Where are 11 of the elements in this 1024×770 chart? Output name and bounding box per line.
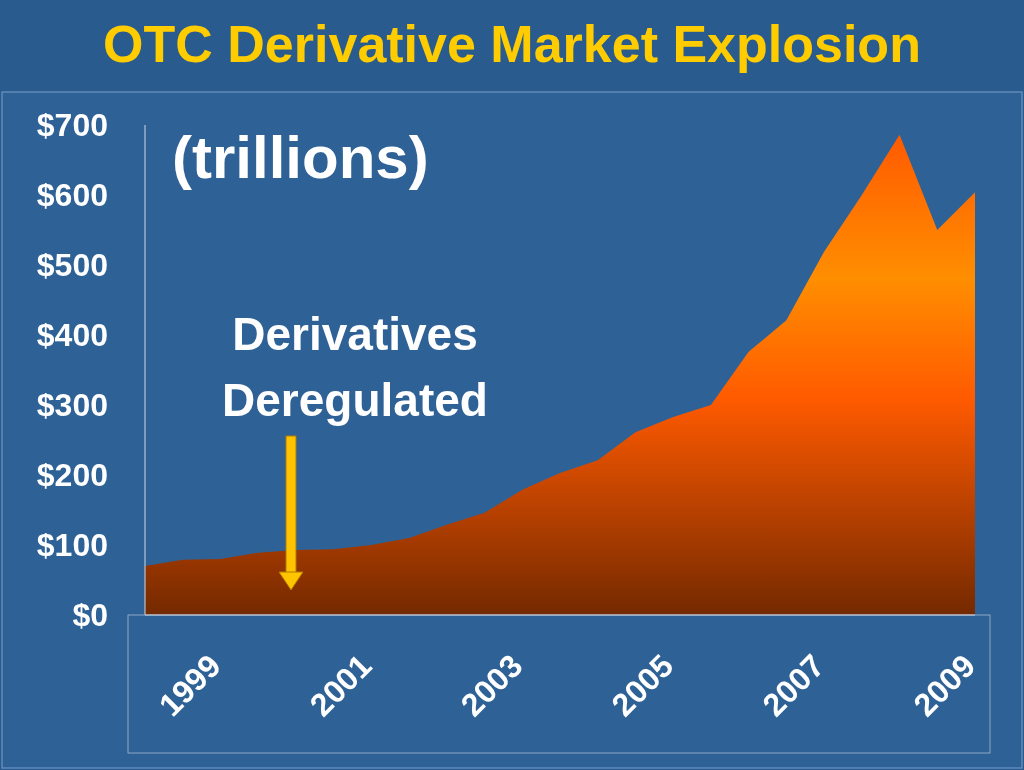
y-tick-label: $600 <box>36 177 108 214</box>
annotation: (trillions) <box>172 124 429 191</box>
y-tick-label: $0 <box>72 597 108 634</box>
chart-title: OTC Derivative Market Explosion <box>103 15 921 73</box>
y-tick-label: $300 <box>36 387 108 424</box>
y-tick-label: $200 <box>36 457 108 494</box>
y-tick-label: $400 <box>36 317 108 354</box>
y-tick-label: $500 <box>36 247 108 284</box>
y-tick-label: $700 <box>36 107 108 144</box>
annotation: Derivatives Deregulated <box>222 308 488 426</box>
y-tick-label: $100 <box>36 527 108 564</box>
